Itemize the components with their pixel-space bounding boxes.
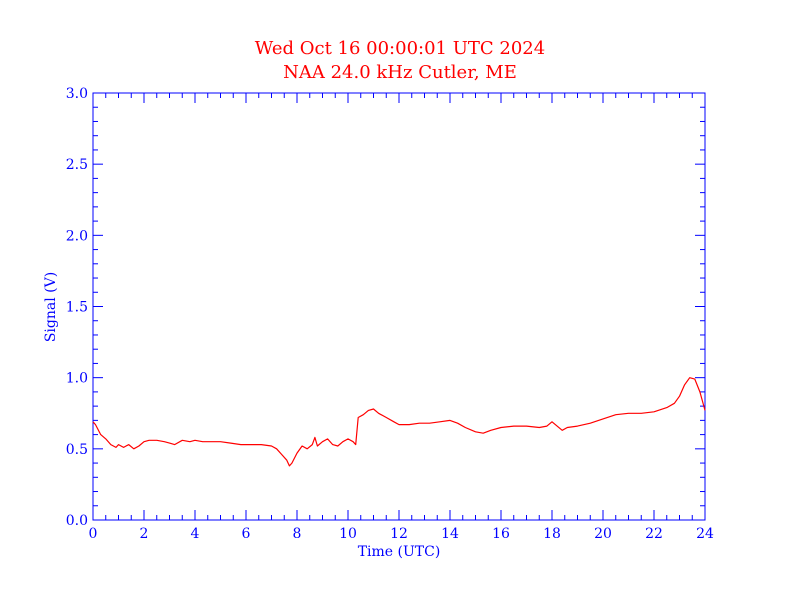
x-tick-label: 0 (89, 526, 98, 542)
x-tick-label: 16 (492, 526, 510, 542)
signal-series-line (92, 377, 706, 467)
y-tick-label: 1.0 (66, 371, 88, 387)
x-tick-label: 22 (645, 526, 663, 542)
y-tick-label: 1.5 (66, 300, 88, 316)
x-tick-label: 8 (293, 526, 302, 542)
x-tick-label: 2 (140, 526, 149, 542)
y-tick-label: 2.5 (66, 157, 88, 173)
y-tick-label: 0.5 (66, 442, 88, 458)
chart-subtitle: NAA 24.0 kHz Cutler, ME (283, 62, 517, 83)
chart-title: Wed Oct 16 00:00:01 UTC 2024 (255, 38, 545, 59)
x-tick-label: 6 (242, 526, 251, 542)
y-tick-label: 2.0 (66, 228, 88, 244)
x-tick-label: 14 (441, 526, 459, 542)
plot-area-frame (92, 92, 706, 521)
x-tick-label: 4 (191, 526, 200, 542)
x-tick-label: 10 (339, 526, 357, 542)
y-tick-label: 3.0 (66, 86, 88, 102)
y-axis-label: Signal (V) (43, 272, 59, 342)
y-tick-label: 0.0 (66, 513, 88, 529)
x-tick-label: 20 (594, 526, 612, 542)
x-tick-label: 12 (390, 526, 408, 542)
x-tick-label: 24 (696, 526, 714, 542)
x-tick-label: 18 (543, 526, 561, 542)
x-axis-label: Time (UTC) (358, 544, 441, 560)
